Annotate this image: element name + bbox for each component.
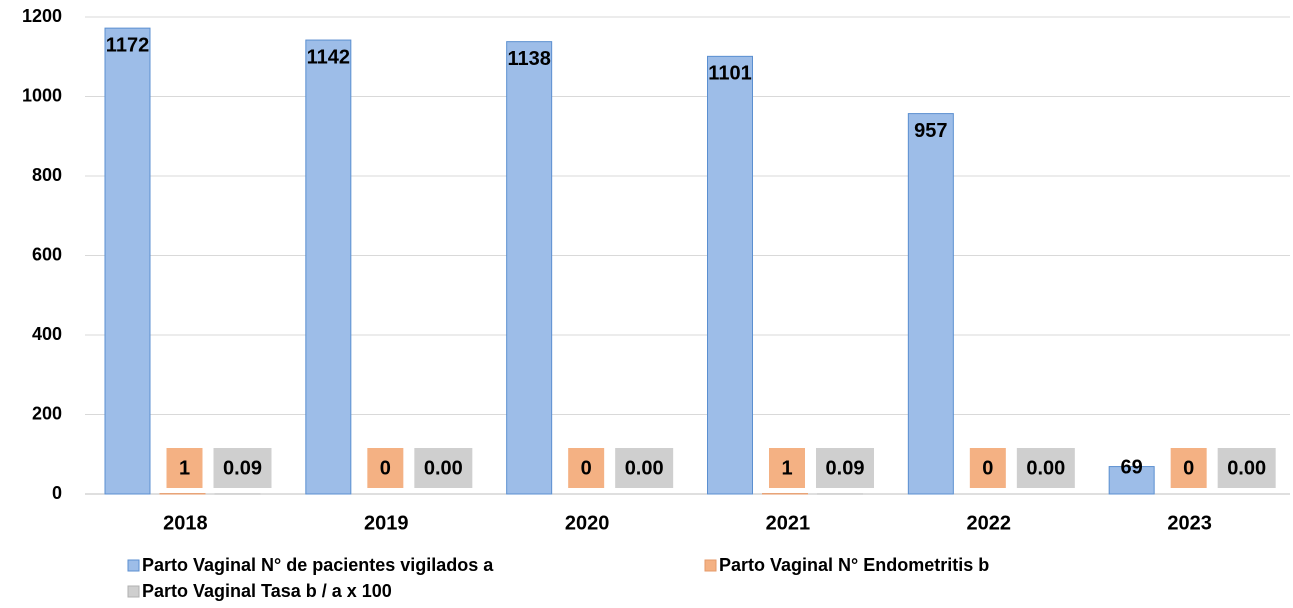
data-label: 0 — [581, 457, 592, 479]
bar — [1108, 466, 1155, 495]
data-label-box — [615, 448, 674, 488]
data-label-box — [367, 448, 404, 488]
data-label-box — [414, 448, 473, 488]
data-label: 1101 — [708, 63, 751, 85]
x-tick-label: 2020 — [565, 512, 610, 534]
legend-label: Parto Vaginal N° de pacientes vigilados … — [142, 555, 494, 575]
data-label: 0.00 — [1227, 457, 1266, 479]
data-label: 0 — [380, 457, 391, 479]
data-label: 1172 — [106, 34, 149, 56]
bar — [305, 39, 352, 495]
data-label-box — [969, 448, 1006, 488]
data-label-box — [1016, 448, 1075, 488]
data-label: 1142 — [307, 46, 350, 68]
y-tick-label: 0 — [52, 483, 62, 503]
data-label-box — [166, 448, 203, 488]
x-tick-label: 2022 — [967, 512, 1012, 534]
y-tick-label: 1000 — [22, 85, 62, 105]
legend-label: Parto Vaginal Tasa b / a x 100 — [142, 581, 392, 601]
x-tick-label: 2023 — [1167, 512, 1212, 534]
data-label-box — [816, 448, 874, 488]
y-tick-label: 400 — [32, 324, 62, 344]
y-tick-label: 600 — [32, 244, 62, 264]
bar — [104, 27, 151, 495]
data-label: 0.00 — [424, 457, 463, 479]
data-label: 0 — [982, 457, 993, 479]
x-tick-label: 2019 — [364, 512, 409, 534]
data-label-box — [1217, 448, 1276, 488]
data-label: 0.00 — [625, 457, 664, 479]
data-label: 1 — [781, 457, 792, 479]
bar — [506, 41, 553, 495]
data-label: 1 — [179, 457, 190, 479]
legend-swatch — [127, 585, 140, 598]
data-label-box — [568, 448, 605, 488]
legend-swatch — [704, 559, 717, 572]
data-label: 0.00 — [1026, 457, 1065, 479]
data-label: 1138 — [507, 48, 550, 70]
data-label-box — [769, 448, 805, 488]
y-tick-label: 1200 — [22, 6, 62, 26]
data-label-box — [1170, 448, 1207, 488]
bar — [707, 55, 753, 495]
y-tick-label: 800 — [32, 165, 62, 185]
legend-label: Parto Vaginal N° Endometritis b — [719, 555, 989, 575]
data-label-box — [213, 448, 272, 488]
y-tick-label: 200 — [32, 403, 62, 423]
data-label: 0 — [1183, 457, 1194, 479]
x-tick-label: 2021 — [766, 512, 811, 534]
bar — [907, 113, 954, 495]
data-label: 0.09 — [826, 457, 865, 479]
data-label: 0.09 — [223, 457, 262, 479]
data-label: 957 — [914, 120, 947, 142]
legend-swatch — [127, 559, 140, 572]
data-label: 69 — [1121, 456, 1143, 478]
x-tick-label: 2018 — [163, 512, 208, 534]
